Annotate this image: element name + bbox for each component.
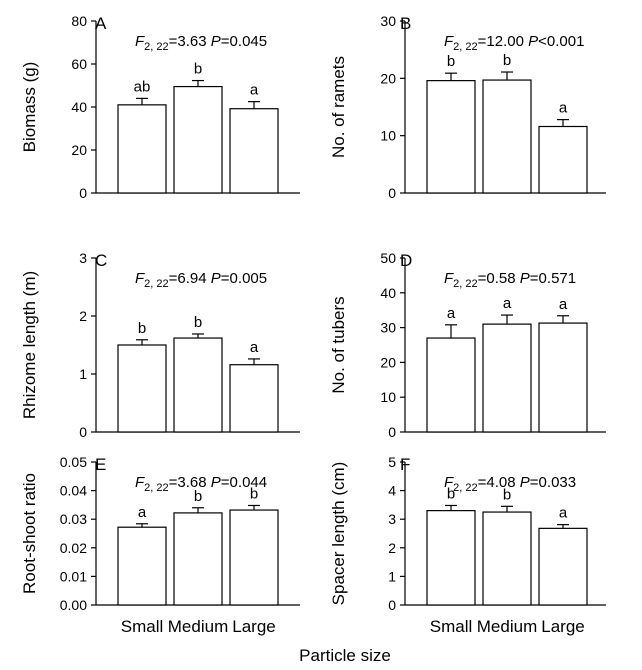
y-tick-label: 0 xyxy=(388,185,396,201)
panel-a: 0 20 40 60 80 Biomass (g) A F2, 22=3.63 P=0.045… xyxy=(20,13,300,201)
y-axis-label: Biomass (g) xyxy=(20,62,39,153)
x-category-label: Large xyxy=(232,617,275,636)
bar-medium xyxy=(173,512,223,606)
y-tick-label: 10 xyxy=(380,128,396,144)
bar-large xyxy=(538,322,588,433)
y-tick-label: 0 xyxy=(388,597,396,613)
significance-letter: a xyxy=(559,100,568,117)
y-tick-label: 5 xyxy=(388,454,396,470)
bar-small xyxy=(426,80,476,194)
y-tick-label: 40 xyxy=(71,99,87,115)
bar-large xyxy=(229,364,279,433)
y-tick-label: 0.03 xyxy=(60,511,87,527)
bar-medium xyxy=(173,85,223,194)
y-tick-label: 0.05 xyxy=(60,454,87,470)
bar-large xyxy=(538,125,588,194)
y-tick-label: 0 xyxy=(79,424,87,440)
bar-medium xyxy=(173,337,223,433)
y-tick-label: 20 xyxy=(71,142,87,158)
panel-c: 0 1 2 3 Rhizome length (m) C F2, 22=6.94 P=0.0… xyxy=(20,250,300,440)
panel-letter: F xyxy=(400,455,410,474)
x-category-label: Small xyxy=(121,617,164,636)
y-tick-label: 80 xyxy=(71,13,87,29)
panel-letter: D xyxy=(400,251,412,270)
y-tick-label: 60 xyxy=(71,56,87,72)
y-tick-label: 0.04 xyxy=(60,483,87,499)
significance-letter: a xyxy=(250,339,259,356)
bar-large xyxy=(538,527,588,606)
significance-letter: a xyxy=(503,295,512,312)
panel-e: 0.00 0.01 0.02 0.03 0.04 0.05 Root-shoot ratio… xyxy=(20,454,300,613)
bar-medium xyxy=(482,511,532,606)
panel-letter: B xyxy=(400,14,411,33)
panel-letter: C xyxy=(95,251,107,270)
y-tick-label: 20 xyxy=(380,354,396,370)
y-tick-label: 1 xyxy=(388,568,396,584)
panel-d: 0 10 20 30 40 50 No. of tubers D F2, 22=0.58 P=0… xyxy=(329,250,606,440)
significance-letter: b xyxy=(194,488,202,505)
y-tick-label: 2 xyxy=(388,540,396,556)
statistic-label: F2, 22=3.63 P=0.045 xyxy=(135,33,267,53)
significance-letter: b xyxy=(194,61,202,78)
bar-small xyxy=(117,344,167,433)
x-category-label: Medium xyxy=(477,617,537,636)
bar-medium xyxy=(482,79,532,194)
y-tick-label: 30 xyxy=(380,320,396,336)
y-tick-label: 2 xyxy=(79,308,87,324)
x-axis-title: Particle size xyxy=(299,646,391,665)
y-tick-label: 50 xyxy=(380,250,396,266)
x-category-label: Medium xyxy=(168,617,228,636)
significance-letter: b xyxy=(503,52,511,69)
significance-letter: a xyxy=(138,504,147,521)
significance-letter: b xyxy=(447,53,455,70)
y-axis-label: No. of tubers xyxy=(329,296,348,393)
significance-letter: b xyxy=(447,485,455,502)
panel-f: 0 1 2 3 4 5 Spacer length (cm) F F2, 22=4.08 P=0… xyxy=(329,454,606,613)
bar-small xyxy=(117,104,167,194)
y-axis-label: No. of ramets xyxy=(329,56,348,158)
y-tick-label: 0 xyxy=(79,185,87,201)
x-category-label: Large xyxy=(541,617,584,636)
y-tick-label: 10 xyxy=(380,389,396,405)
bar-small xyxy=(426,510,476,606)
y-tick-label: 3 xyxy=(388,511,396,527)
y-tick-label: 20 xyxy=(380,70,396,86)
y-tick-label: 0.02 xyxy=(60,540,87,556)
bar-small xyxy=(117,526,167,606)
significance-letter: ab xyxy=(134,78,151,95)
bar-large xyxy=(229,509,279,606)
statistic-label: F2, 22=12.00 P<0.001 xyxy=(444,33,584,53)
y-tick-label: 4 xyxy=(388,483,396,499)
significance-letter: a xyxy=(559,296,568,313)
y-tick-label: 0.01 xyxy=(60,568,87,584)
panel-letter: A xyxy=(95,14,107,33)
statistic-label: F2, 22=3.68 P=0.044 xyxy=(135,474,267,494)
y-tick-label: 1 xyxy=(79,366,87,382)
significance-letter: b xyxy=(194,314,202,331)
statistic-label: F2, 22=4.08 P=0.033 xyxy=(444,474,576,494)
y-axis-label: Spacer length (cm) xyxy=(329,462,348,606)
y-tick-label: 0 xyxy=(388,424,396,440)
bar-large xyxy=(229,108,279,194)
bar-small xyxy=(426,337,476,433)
significance-letter: b xyxy=(250,485,258,502)
x-category-label: Small xyxy=(430,617,473,636)
significance-letter: b xyxy=(503,486,511,503)
significance-letter: a xyxy=(559,505,568,522)
y-axis-label: Rhizome length (m) xyxy=(20,271,39,419)
statistic-label: F2, 22=6.94 P=0.005 xyxy=(135,270,267,290)
y-tick-label: 3 xyxy=(79,250,87,266)
y-tick-label: 30 xyxy=(380,13,396,29)
panel-letter: E xyxy=(95,455,106,474)
panel-b: 0 10 20 30 No. of ramets B F2, 22=12.00 P<0.00… xyxy=(329,13,606,201)
significance-letter: a xyxy=(250,82,259,99)
y-axis-label: Root-shoot ratio xyxy=(20,473,39,594)
bar-medium xyxy=(482,323,532,433)
significance-letter: b xyxy=(138,320,146,337)
y-tick-label: 40 xyxy=(380,285,396,301)
y-tick-label: 0.00 xyxy=(60,597,87,613)
significance-letter: a xyxy=(447,305,456,322)
statistic-label: F2, 22=0.58 P=0.571 xyxy=(444,270,576,290)
